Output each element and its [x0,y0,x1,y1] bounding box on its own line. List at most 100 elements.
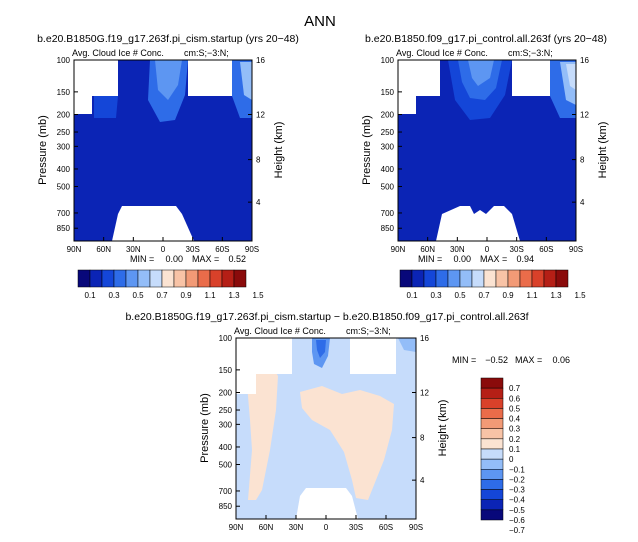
colorbar-label: 0.7 [478,291,490,300]
colorbar-swatch [480,509,504,521]
y-tick-label: 200 [381,110,395,119]
height-tick-label: 8 [420,434,425,443]
colorbar-label: 0.3 [430,291,442,300]
panel-right-field [398,60,576,241]
colorbar-label: 1.1 [526,291,538,300]
colorbar-label: −0.2 [509,475,525,484]
height-tick-label: 4 [420,476,425,485]
colorbar-swatch [77,269,91,288]
height-tick-label: 12 [420,388,429,397]
colorbar-swatch [480,398,504,409]
colorbar-label: −0.4 [509,496,525,505]
panel-left-max-label: MAX = [192,254,219,264]
colorbar-swatch [149,269,163,288]
x-tick-label: 90S [245,245,259,254]
x-tick-label: 30S [510,245,524,254]
colorbar-swatch [411,269,425,288]
colorbar-swatch [209,269,223,288]
colorbar-swatch [480,387,504,399]
colorbar-label: −0.6 [509,516,525,525]
colorbar-swatch [480,448,504,460]
x-tick-label: 60S [379,523,393,532]
panel-left-subtitle: Avg. Cloud Ice # Conc. [72,48,164,58]
colorbar-label: 0.1 [509,445,521,454]
colorbar-swatch [101,269,115,288]
x-tick-label: 0 [485,245,490,254]
y-tick-label: 850 [219,502,233,511]
colorbar-label: 0.3 [108,291,120,300]
colorbar-swatch [161,269,175,288]
colorbar-swatch [113,269,127,288]
panel-right-ylabel-right: Height (km) [597,122,609,179]
x-tick-label: 30N [289,523,304,532]
colorbar-swatch [531,269,545,288]
panel-diff-min-label: MIN = [452,355,476,365]
height-tick-label: 12 [256,110,265,119]
panel-right-min-value: 0.00 [453,254,471,264]
colorbar-label: 1.3 [228,291,240,300]
panel-left-max-value: 0.52 [228,254,246,264]
colorbar-label: 0.3 [509,425,521,434]
y-tick-label: 200 [57,110,71,119]
colorbar-label: 0.9 [502,291,514,300]
height-tick-label: 16 [256,56,265,65]
colorbar-label: 0.9 [180,291,192,300]
panel-left-subtitle-right: cm:S;−3:N; [184,48,229,58]
y-tick-label: 300 [57,142,71,151]
colorbar-label: 0.5 [509,404,521,413]
y-tick-label: 150 [57,88,71,97]
colorbar-right: 0.1 0.3 0.5 0.7 0.9 1.1 1.3 1.5 [399,269,586,300]
panel-diff-subtitle: Avg. Cloud Ice # Conc. [234,326,326,336]
x-tick-label: 60N [259,523,274,532]
y-tick-label: 150 [381,88,395,97]
panel-diff: b.e20.B1850G.f19_g17.263f.pi_cism.startu… [125,311,570,535]
panel-right: b.e20.B1850.f09_g17.pi_control.all.263f … [361,33,609,300]
panel-right-subtitle: Avg. Cloud Ice # Conc. [396,48,488,58]
y-tick-label: 400 [381,165,395,174]
colorbar-label: 0.6 [509,394,521,403]
panel-left-min-label: MIN = [130,254,154,264]
colorbar-label: 0.4 [509,415,521,424]
y-tick-label: 700 [57,209,71,218]
figure-title: ANN [304,13,336,30]
y-tick-label: 250 [381,128,395,137]
panel-right-max-value: 0.94 [516,254,534,264]
height-tick-label: 16 [580,56,589,65]
colorbar-label: 0 [509,455,514,464]
colorbar-label: −0.3 [509,486,525,495]
colorbar-left: 0.1 0.3 0.5 0.7 0.9 1.1 1.3 1.5 [77,269,264,300]
panel-right-max-label: MAX = [480,254,507,264]
colorbar-swatch [543,269,557,288]
y-tick-label: 850 [381,224,395,233]
y-tick-label: 300 [381,142,395,151]
colorbar-swatch [519,269,533,288]
colorbar-label: −0.7 [509,526,525,535]
x-tick-label: 90S [409,523,423,532]
panel-left-case-title: b.e20.B1850G.f19_g17.263f.pi_cism.startu… [37,33,299,45]
panel-diff-min-value: −0.52 [485,355,508,365]
colorbar-swatch [480,499,504,511]
colorbar-swatch [480,428,504,440]
colorbar-swatch [459,269,473,288]
x-tick-label: 30N [126,245,141,254]
y-tick-label: 500 [57,183,71,192]
colorbar-swatch [480,489,504,500]
colorbar-label: −0.5 [509,506,525,515]
y-tick-label: 500 [219,461,233,470]
colorbar-diff: 0.70.60.50.40.30.20.10−0.1−0.2−0.3−0.4−0… [480,377,525,535]
colorbar-swatch [480,479,504,490]
y-tick-label: 100 [57,56,71,65]
colorbar-label: 0.1 [406,291,418,300]
y-tick-label: 200 [219,388,233,397]
x-tick-label: 60N [96,245,111,254]
colorbar-swatch [483,269,497,288]
colorbar-label: 0.5 [132,291,144,300]
panel-right-min-label: MIN = [418,254,442,264]
x-tick-label: 60N [420,245,435,254]
panel-left: b.e20.B1850G.f19_g17.263f.pi_cism.startu… [37,33,299,300]
colorbar-label: 0.7 [156,291,168,300]
colorbar-label: 0.5 [454,291,466,300]
colorbar-swatch [555,269,569,288]
height-tick-label: 16 [420,334,429,343]
